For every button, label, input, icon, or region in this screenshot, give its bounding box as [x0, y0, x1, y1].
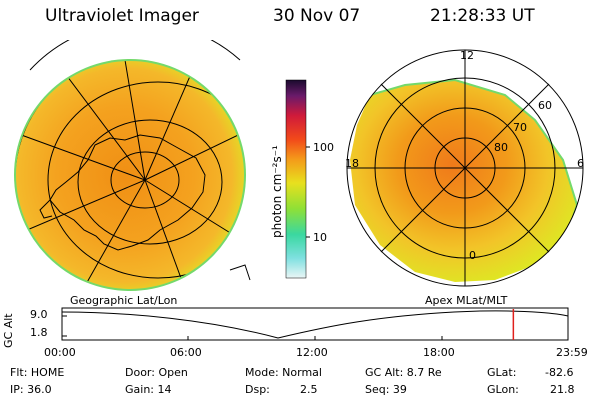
mlat-label-70: 70 — [513, 121, 527, 134]
mlt-label-6: 6 — [577, 157, 584, 170]
colorbar — [285, 79, 310, 279]
orbit-xtick-2: 12:00 — [296, 346, 328, 359]
time-label: 21:28:33 UT — [430, 6, 535, 26]
orbit-xtick-4: 23:59 — [556, 346, 588, 359]
mlat-label-80: 80 — [494, 141, 508, 154]
status-dsp-value: 2.5 — [300, 383, 318, 396]
geographic-image — [14, 40, 251, 291]
orbit-ylabel: GC Alt — [2, 313, 15, 348]
orbit-ytick-bottom: 1.8 — [30, 326, 48, 339]
instrument-title: Ultraviolet Imager — [45, 6, 199, 26]
orbit-xtick-0: 00:00 — [44, 346, 76, 359]
status-glat-label: GLat: — [487, 366, 517, 379]
status-door: Door: Open — [125, 366, 188, 379]
orbit-xtick-1: 06:00 — [170, 346, 202, 359]
status-glon-label: GLon: — [487, 383, 519, 396]
orbit-ytick-top: 9.0 — [30, 308, 48, 321]
status-glon-value: 21.8 — [550, 383, 575, 396]
colorbar-tick-100: 100 — [313, 141, 334, 154]
geographic-caption: Geographic Lat/Lon — [70, 294, 178, 307]
status-ip: IP: 36.0 — [10, 383, 52, 396]
colorbar-unit-label: photon cm⁻²s⁻¹ — [270, 145, 284, 238]
status-dsp-label: Dsp: — [245, 383, 270, 396]
status-glat-value: -82.6 — [545, 366, 574, 379]
orbit-altitude-plot — [61, 307, 569, 341]
status-mode: Mode: Normal — [245, 366, 322, 379]
mlt-label-18: 18 — [345, 157, 359, 170]
mlt-label-12: 12 — [460, 49, 474, 62]
colorbar-tick-10: 10 — [313, 231, 327, 244]
status-gc-alt: GC Alt: 8.7 Re — [365, 366, 442, 379]
mlat-label-60: 60 — [538, 99, 552, 112]
status-flt: Flt: HOME — [10, 366, 65, 379]
orbit-xtick-3: 18:00 — [423, 346, 455, 359]
magnetic-caption: Apex MLat/MLT — [425, 294, 508, 307]
status-seq: Seq: 39 — [365, 383, 407, 396]
mlt-label-0: 0 — [469, 249, 476, 262]
magnetic-image — [346, 49, 584, 287]
status-gain: Gain: 14 — [125, 383, 172, 396]
date-label: 30 Nov 07 — [273, 6, 361, 26]
